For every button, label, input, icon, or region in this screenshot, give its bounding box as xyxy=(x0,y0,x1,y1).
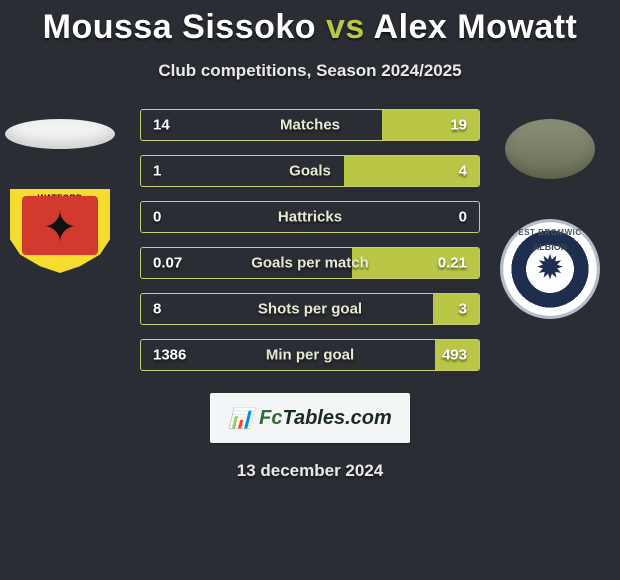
brand-logo-icon: 📊 xyxy=(228,406,253,431)
comparison-panel: WATFORD ✦ EST BROMWIC ALBION ✹ 14Matches… xyxy=(0,109,620,481)
stat-right-value: 19 xyxy=(450,117,467,134)
stat-row: 0Hattricks0 xyxy=(140,201,480,233)
stat-row: 0.07Goals per match0.21 xyxy=(140,247,480,279)
player2-column: EST BROMWIC ALBION ✹ xyxy=(490,119,610,319)
stats-table: 14Matches19 1Goals4 0Hattricks0 0.07Goals p… xyxy=(140,109,480,371)
stat-label: Goals xyxy=(141,163,479,180)
stat-label: Goals per match xyxy=(141,255,479,272)
player1-club-logo: WATFORD ✦ xyxy=(10,189,110,273)
date-text: 13 december 2024 xyxy=(0,461,620,481)
stat-right-value: 3 xyxy=(459,301,467,318)
stat-label: Shots per goal xyxy=(141,301,479,318)
wba-arc-text-1: EST BROMWIC xyxy=(503,228,597,237)
player2-avatar xyxy=(505,119,595,179)
stat-row: 1Goals4 xyxy=(140,155,480,187)
stat-right-value: 493 xyxy=(442,347,467,364)
brand-text: FcTables.com xyxy=(259,407,392,430)
stat-label: Min per goal xyxy=(141,347,479,364)
watford-stag-icon: ✦ xyxy=(42,202,77,251)
stat-right-value: 0.21 xyxy=(438,255,467,272)
stat-right-value: 4 xyxy=(459,163,467,180)
brand-badge: 📊 FcTables.com xyxy=(210,393,410,443)
stat-label: Matches xyxy=(141,117,479,134)
stat-row: 1386Min per goal493 xyxy=(140,339,480,371)
title-player1: Moussa Sissoko xyxy=(43,8,316,46)
player1-column: WATFORD ✦ xyxy=(0,119,120,273)
stat-right-value: 0 xyxy=(459,209,467,226)
stat-row: 14Matches19 xyxy=(140,109,480,141)
player2-club-logo: EST BROMWIC ALBION ✹ xyxy=(500,219,600,319)
title-player2: Alex Mowatt xyxy=(374,8,578,46)
title: Moussa Sissoko vs Alex Mowatt xyxy=(0,0,620,47)
stat-row: 8Shots per goal3 xyxy=(140,293,480,325)
wba-throstle-icon: ✹ xyxy=(536,248,565,288)
title-vs: vs xyxy=(326,8,365,46)
player1-avatar xyxy=(5,119,115,149)
subtitle: Club competitions, Season 2024/2025 xyxy=(0,61,620,81)
stat-label: Hattricks xyxy=(141,209,479,226)
